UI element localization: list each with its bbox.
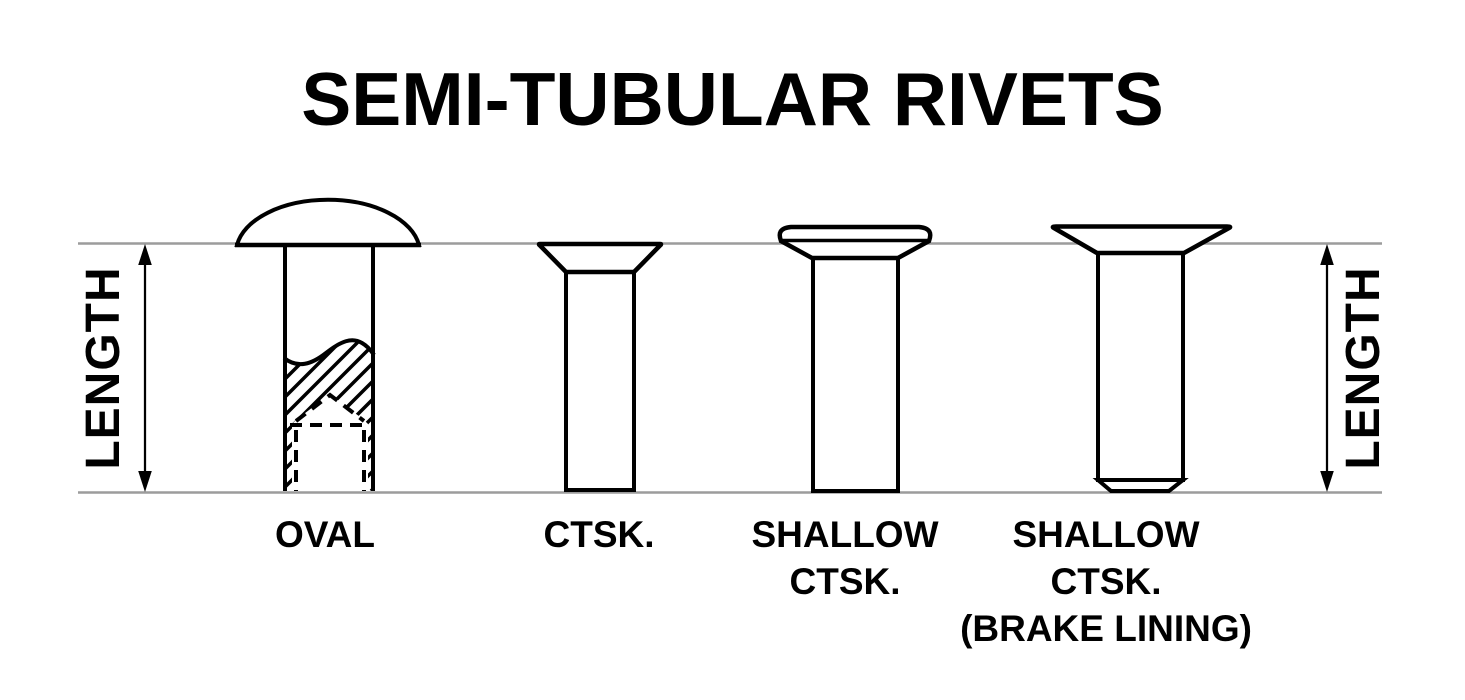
rivet-label-shallow-ctsk-brake-lining: SHALLOW CTSK. (BRAKE LINING) bbox=[926, 511, 1286, 652]
cavity-wall-dashed-lines bbox=[294, 430, 366, 491]
length-label-left: LENGTH bbox=[76, 266, 130, 470]
rivet-label-line: CTSK. bbox=[1050, 561, 1162, 602]
rivet-oval-drawing bbox=[234, 197, 422, 491]
rivet-label-shallow-ctsk: SHALLOW CTSK. bbox=[695, 511, 995, 605]
rivet-label-line: CTSK. bbox=[789, 561, 901, 602]
ctsk-head bbox=[536, 241, 664, 275]
rivet-label-line: SHALLOW bbox=[1012, 514, 1200, 555]
rivet-label-oval: OVAL bbox=[175, 511, 475, 558]
cavity-white-mask bbox=[292, 394, 368, 491]
shallow-ctsk-head bbox=[777, 224, 933, 261]
page-title: SEMI-TUBULAR RIVETS bbox=[301, 57, 1164, 141]
rivet-label-line: SHALLOW bbox=[751, 514, 939, 555]
length-label-right: LENGTH bbox=[1336, 266, 1390, 470]
rivet-label-ctsk: CTSK. bbox=[449, 511, 749, 558]
ctsk-shank bbox=[564, 270, 636, 492]
shallow-ctsk-shank bbox=[811, 255, 900, 493]
rivet-brake-lining-drawing bbox=[1050, 224, 1233, 493]
section-break-wavy-line bbox=[282, 338, 376, 367]
oval-head bbox=[234, 197, 422, 247]
oval-shank-walls bbox=[283, 244, 375, 491]
dimension-arrow-left bbox=[138, 244, 152, 492]
rivet-shallow-ctsk-drawing bbox=[777, 224, 933, 493]
rivet-label-line: (BRAKE LINING) bbox=[960, 608, 1252, 649]
rivet-ctsk-drawing bbox=[536, 241, 664, 492]
rivet-label-line: OVAL bbox=[274, 514, 376, 555]
brake-lining-chamfered-tip bbox=[1092, 478, 1189, 493]
cavity-point-dashed-outline bbox=[294, 392, 366, 423]
brake-lining-head bbox=[1050, 224, 1233, 256]
rivet-label-line: CTSK. bbox=[543, 514, 655, 555]
dimension-arrow-right bbox=[1320, 244, 1334, 492]
brake-lining-shank bbox=[1096, 248, 1185, 482]
